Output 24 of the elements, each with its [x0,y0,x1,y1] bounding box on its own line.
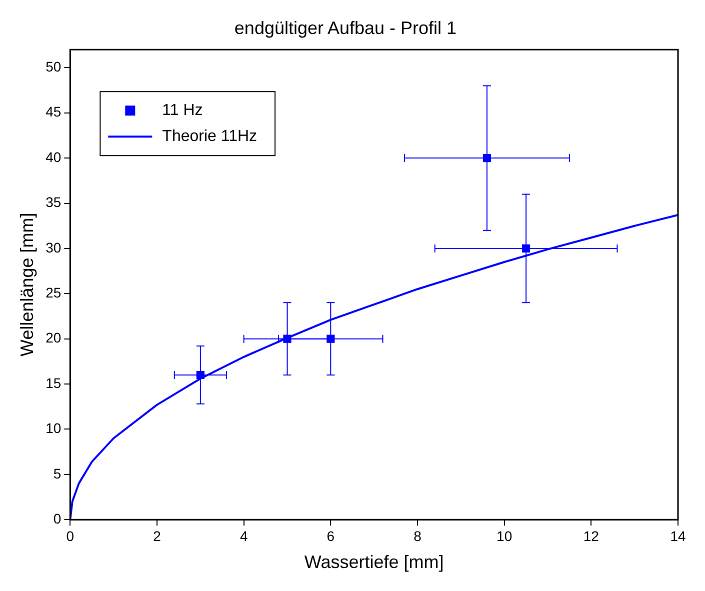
y-axis-title: Wellenlänge [mm] [16,212,37,356]
x-axis-title: Wassertiefe [mm] [304,552,444,572]
y-tick-label: 25 [46,284,62,300]
chart-title: endgültiger Aufbau - Profil 1 [234,18,457,38]
legend-label: Theorie 11Hz [162,128,258,146]
y-tick-label: 45 [46,104,62,120]
x-tick-label: 0 [66,528,74,544]
y-tick-label: 20 [46,330,62,346]
x-tick-label: 4 [240,528,248,544]
y-tick-label: 35 [46,194,62,210]
x-tick-label: 10 [496,528,512,544]
y-tick-label: 40 [46,148,62,165]
x-tick-label: 12 [583,528,600,544]
y-tick-label: 10 [46,420,62,436]
y-tick-label: 0 [53,510,62,526]
x-tick-label: 6 [326,528,335,544]
y-tick-label: 30 [46,239,62,256]
x-tick-label: 8 [414,528,422,544]
legend-label: 11 Hz [162,102,203,120]
x-tick-label: 2 [153,528,162,544]
x-tick-label: 14 [670,528,686,544]
y-tick-label: 15 [46,374,62,391]
y-tick-label: 50 [46,58,62,75]
y-tick-label: 5 [53,465,62,482]
